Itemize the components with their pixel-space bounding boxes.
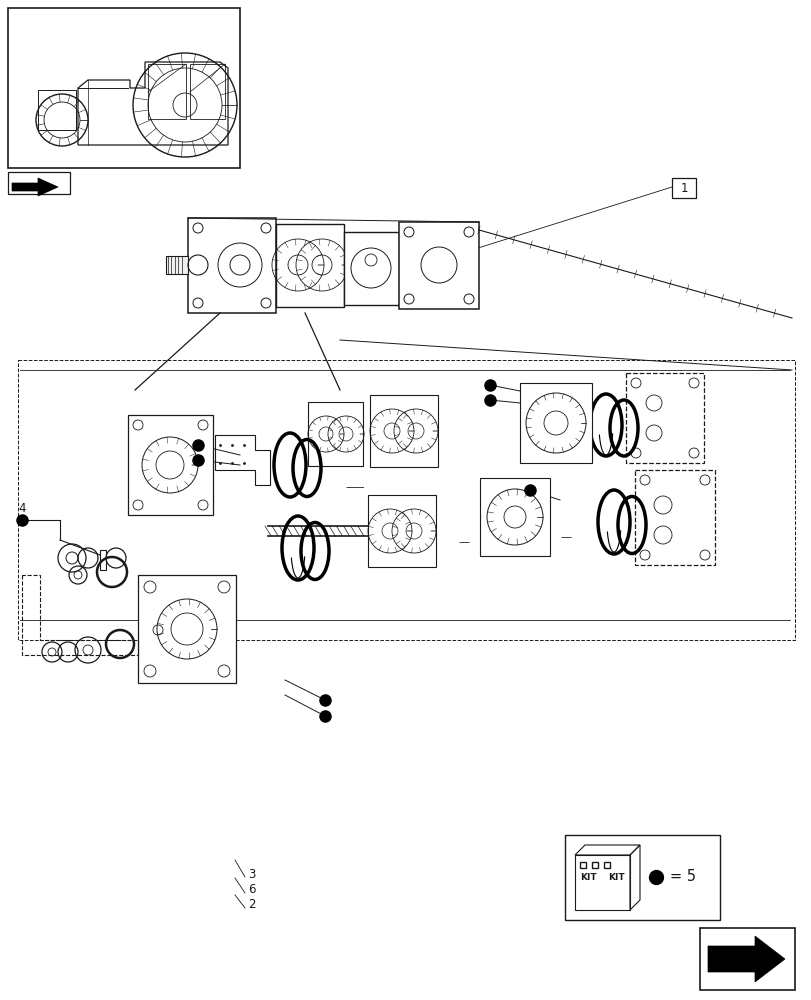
Bar <box>190 64 225 119</box>
Bar <box>128 415 212 515</box>
Text: KIT: KIT <box>607 873 624 882</box>
Bar <box>519 383 591 463</box>
Polygon shape <box>707 936 784 982</box>
Bar <box>8 8 240 168</box>
Bar <box>148 64 186 119</box>
Bar <box>370 395 437 467</box>
Text: = 5: = 5 <box>669 869 695 884</box>
Bar <box>188 218 276 313</box>
Bar <box>8 172 70 194</box>
Bar <box>699 928 794 990</box>
Polygon shape <box>12 178 58 196</box>
Text: 2: 2 <box>247 898 255 911</box>
Bar <box>634 470 714 565</box>
Text: KIT: KIT <box>579 873 596 882</box>
Text: 1: 1 <box>680 182 687 195</box>
Bar <box>38 90 76 130</box>
Bar <box>367 495 436 567</box>
Bar <box>138 575 236 683</box>
Text: 3: 3 <box>247 868 255 881</box>
Bar <box>479 478 549 556</box>
Bar <box>398 222 478 309</box>
Bar <box>625 373 703 463</box>
Text: ——: —— <box>345 482 364 492</box>
Bar <box>564 835 719 920</box>
Bar <box>307 402 363 466</box>
Bar <box>574 855 629 910</box>
Bar <box>672 178 695 198</box>
Bar <box>344 232 398 305</box>
Bar <box>276 224 344 307</box>
Text: 6: 6 <box>247 883 255 896</box>
Text: —: — <box>457 537 469 547</box>
Text: 4: 4 <box>18 502 26 514</box>
Text: —: — <box>560 532 570 542</box>
Bar <box>100 550 106 570</box>
Bar <box>165 256 188 274</box>
